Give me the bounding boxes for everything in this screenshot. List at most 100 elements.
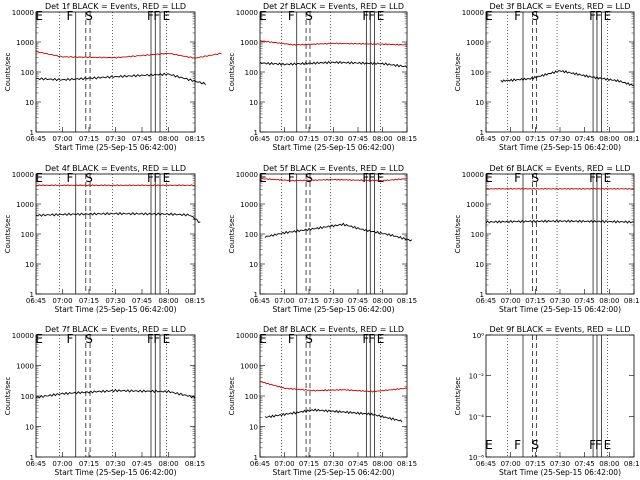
event-letter: S xyxy=(85,332,93,346)
x-tick-label: 07:15 xyxy=(299,460,319,468)
event-letter: E xyxy=(377,332,385,346)
y-axis-label: Counts/sec xyxy=(454,215,462,254)
event-letter: S xyxy=(305,9,313,23)
event-letter: F xyxy=(147,9,154,23)
event-letter: F xyxy=(147,332,154,346)
event-letter: E xyxy=(485,171,493,185)
events-series-line xyxy=(264,222,413,242)
y-tick-label: 1 xyxy=(480,291,484,299)
y-tick-label: 100 xyxy=(21,231,34,239)
lld-series-line xyxy=(259,39,408,46)
x-tick-label: 07:15 xyxy=(525,135,545,143)
x-tick-label: 06:45 xyxy=(26,460,46,468)
event-letter: E xyxy=(35,332,43,346)
event-letter: F xyxy=(66,332,73,346)
x-tick-label: 07:15 xyxy=(525,460,545,468)
event-letter: F xyxy=(288,9,295,23)
events-series-line xyxy=(500,69,635,87)
y-tick-label: 10 xyxy=(25,261,34,269)
y-tick-label: 100 xyxy=(471,231,484,239)
y-tick-label: 100 xyxy=(245,231,258,239)
x-tick-label: 07:15 xyxy=(299,135,319,143)
event-letter: F xyxy=(362,9,369,23)
event-letter: F xyxy=(589,438,596,452)
y-tick-label: 10000 xyxy=(462,171,484,179)
x-tick-label: 08:00 xyxy=(372,135,392,143)
event-letter: E xyxy=(35,9,43,23)
events-series-line xyxy=(259,60,408,68)
y-tick-label: 10 xyxy=(249,261,258,269)
panel-title: Det 5f BLACK = Events, RED = LLD xyxy=(263,164,404,173)
x-tick-label: 07:00 xyxy=(274,297,294,305)
x-tick-label: 07:00 xyxy=(52,460,72,468)
x-tick-label: 07:00 xyxy=(501,297,521,305)
y-tick-label: 1000 xyxy=(466,39,484,47)
event-letter: F xyxy=(288,332,295,346)
panel-title: Det 8f BLACK = Events, RED = LLD xyxy=(263,325,404,334)
y-tick-label: 10000 xyxy=(12,9,34,17)
y-tick-label: 1000 xyxy=(16,39,34,47)
events-series-line xyxy=(264,408,403,423)
x-tick-label: 07:00 xyxy=(52,297,72,305)
x-tick-label: 06:45 xyxy=(26,297,46,305)
event-letter: F xyxy=(153,332,160,346)
y-tick-label: 100 xyxy=(21,393,34,401)
event-letter: F xyxy=(288,171,295,185)
y-axis-label: Counts/sec xyxy=(228,53,236,92)
x-tick-label: 07:30 xyxy=(105,460,125,468)
y-tick-label: 1 xyxy=(30,454,34,462)
panel-title: Det 2f BLACK = Events, RED = LLD xyxy=(263,2,404,11)
event-letter: F xyxy=(368,171,375,185)
x-axis-label: Start Time (25-Sep-15 06:42:00) xyxy=(499,305,621,314)
event-letter: E xyxy=(163,332,171,346)
y-tick-label: 10 xyxy=(25,99,34,107)
lld-series-line xyxy=(259,177,408,182)
event-letter: E xyxy=(35,171,43,185)
x-tick-label: 06:45 xyxy=(476,135,496,143)
y-axis-label: Counts/sec xyxy=(4,53,12,92)
event-letter: F xyxy=(514,9,521,23)
y-tick-label: 10⁻⁴ xyxy=(469,413,485,421)
y-axis-label: Counts/sec xyxy=(228,377,236,416)
x-tick-label: 08:00 xyxy=(158,135,178,143)
x-tick-label: 07:30 xyxy=(323,297,343,305)
y-tick-label: 1000 xyxy=(240,39,258,47)
x-axis-label: Start Time (25-Sep-15 06:42:00) xyxy=(499,468,621,477)
event-letter: F xyxy=(153,171,160,185)
panel-title: Det 3f BLACK = Events, RED = LLD xyxy=(489,2,630,11)
x-tick-label: 06:45 xyxy=(26,135,46,143)
y-tick-label: 1 xyxy=(30,129,34,137)
panel-title: Det 6f BLACK = Events, RED = LLD xyxy=(489,164,630,173)
event-letter: E xyxy=(163,9,171,23)
x-tick-label: 06:45 xyxy=(250,135,270,143)
event-letter: E xyxy=(259,332,267,346)
plot-frame xyxy=(35,11,196,133)
x-tick-label: 07:30 xyxy=(550,297,570,305)
x-axis-label: Start Time (25-Sep-15 06:42:00) xyxy=(55,143,177,152)
x-tick-label: 07:30 xyxy=(550,460,570,468)
x-tick-label: 08:15 xyxy=(397,297,417,305)
x-tick-label: 08:00 xyxy=(158,460,178,468)
events-series-line xyxy=(35,211,201,223)
y-tick-label: 10000 xyxy=(12,171,34,179)
event-letter: F xyxy=(362,332,369,346)
y-axis-label: Counts/sec xyxy=(4,377,12,416)
y-tick-label: 1000 xyxy=(466,201,484,209)
panel-title: Det 4f BLACK = Events, RED = LLD xyxy=(45,164,186,173)
y-tick-label: 10⁻⁶ xyxy=(469,454,485,462)
y-tick-label: 100 xyxy=(21,69,34,77)
x-tick-label: 06:45 xyxy=(250,460,270,468)
x-tick-label: 07:45 xyxy=(132,460,152,468)
x-tick-label: 07:00 xyxy=(274,460,294,468)
y-tick-label: 10⁰ xyxy=(472,332,484,340)
event-letter: F xyxy=(589,9,596,23)
event-letter: S xyxy=(305,332,313,346)
x-tick-label: 07:00 xyxy=(52,135,72,143)
y-axis-label: Counts/sec xyxy=(228,215,236,254)
event-letter: F xyxy=(66,171,73,185)
panel-title: Det 9f BLACK = Events, RED = LLD xyxy=(489,325,630,334)
plot-frame xyxy=(485,334,635,458)
